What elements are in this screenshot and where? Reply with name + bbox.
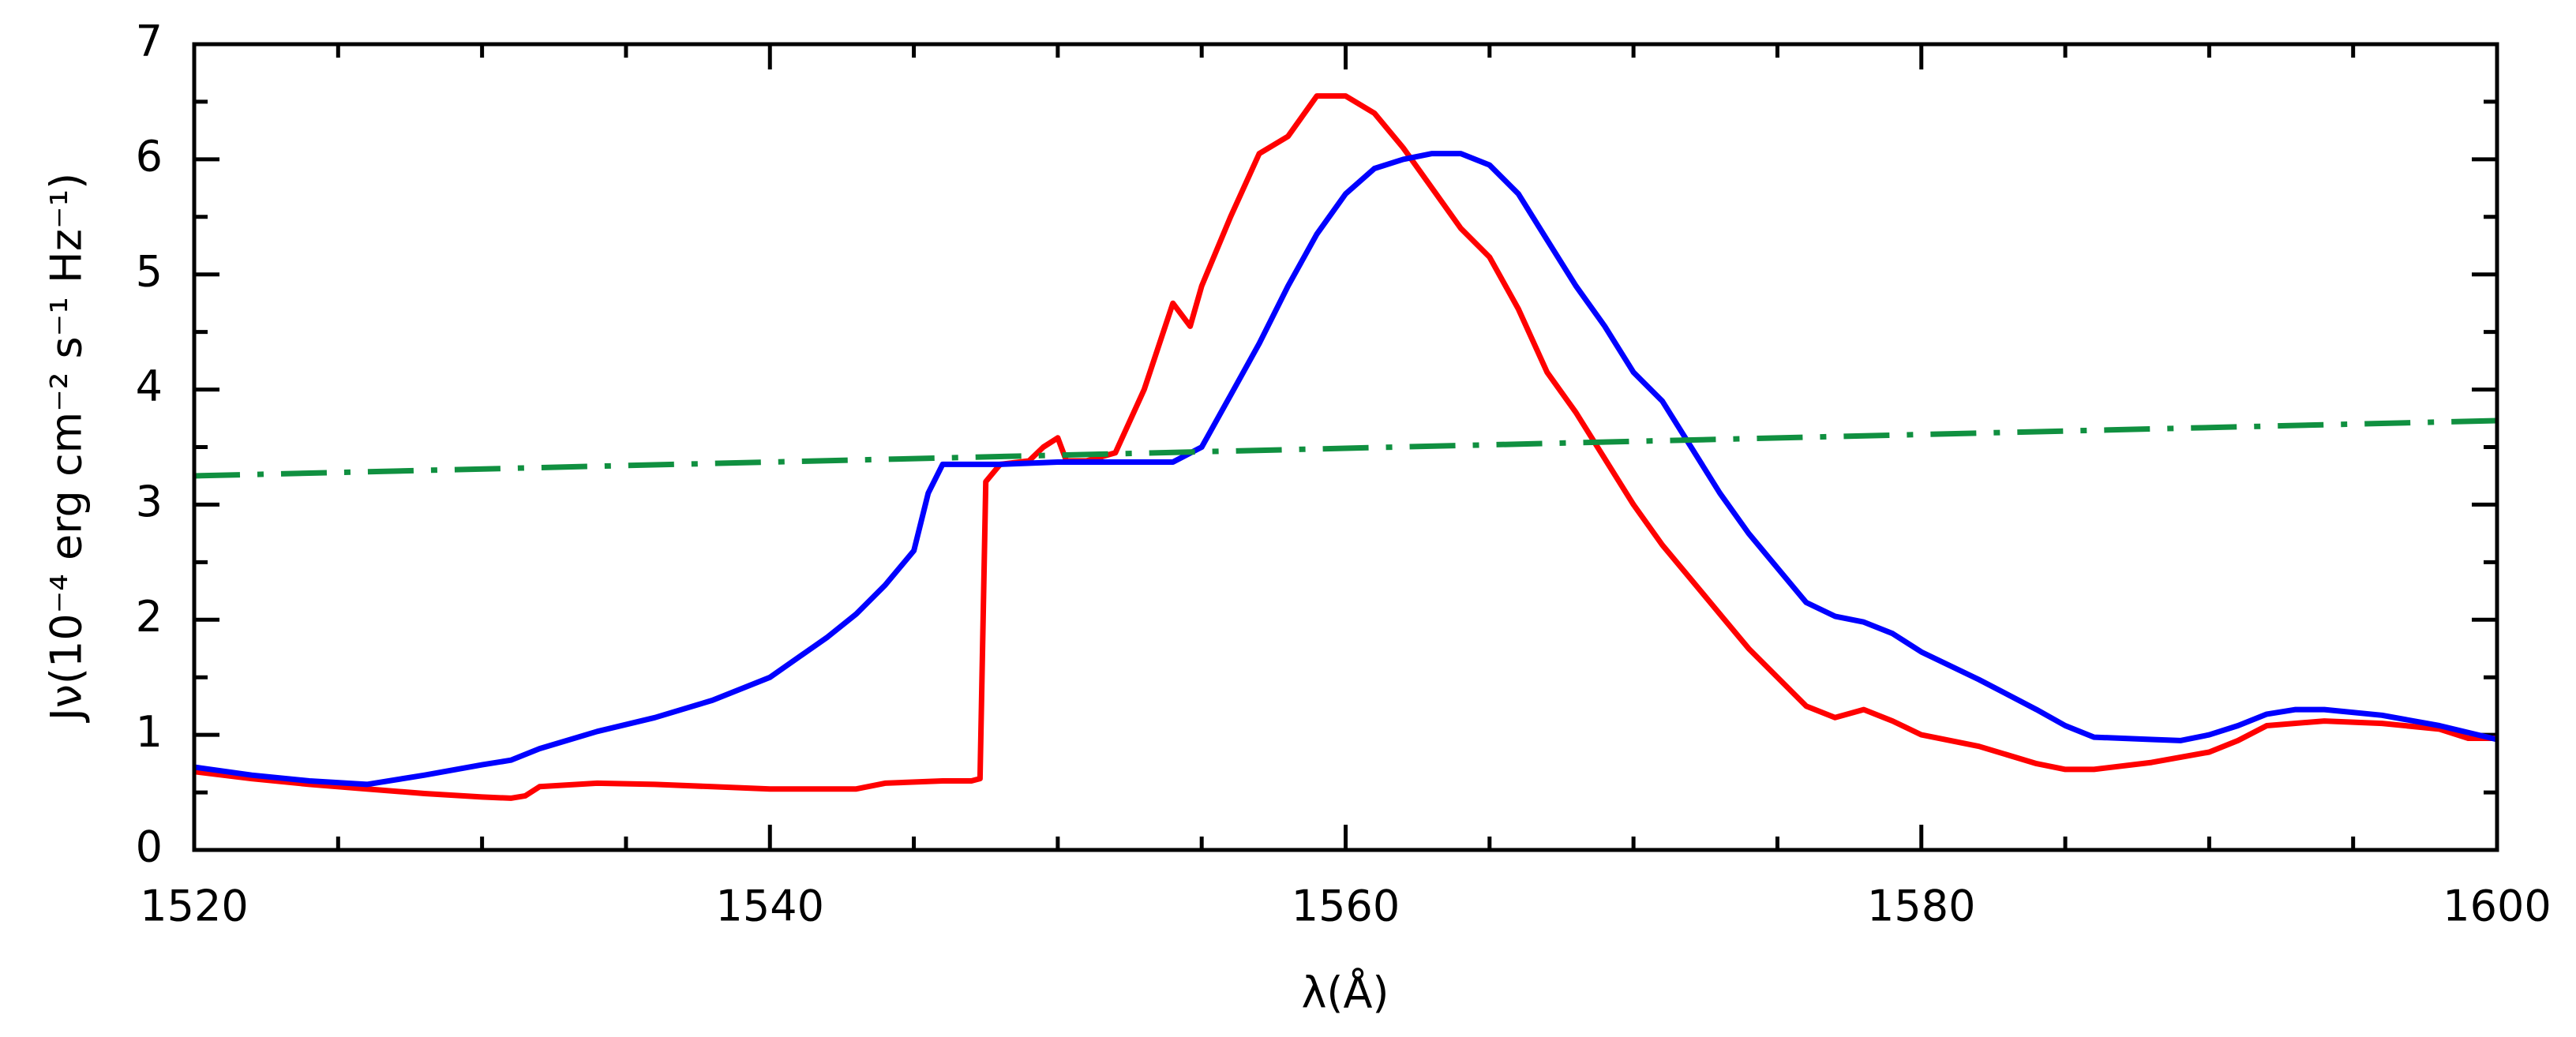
line-series (193, 151, 2498, 788)
y-tick-label: 2 (136, 592, 163, 642)
y-tick-label: 3 (136, 477, 163, 526)
y-tick-label: 4 (136, 361, 163, 411)
x-tick-label: 1600 (2443, 882, 2551, 931)
x-axis-label: λ(Å) (1301, 968, 1389, 1018)
x-tick-label: 1540 (716, 882, 824, 931)
y-axis-label: Jν(10⁻⁴ erg cm⁻² s⁻¹ Hz⁻¹) (42, 173, 92, 723)
y-tick-label: 6 (136, 131, 163, 181)
y-tick-label: 7 (136, 17, 163, 66)
x-tick-label: 1560 (1292, 882, 1400, 931)
x-tick-label: 1520 (140, 882, 248, 931)
y-tick-label: 5 (136, 246, 163, 296)
x-tick-label: 1580 (1867, 882, 1975, 931)
line-series (193, 417, 2498, 479)
plot-frame (192, 42, 2499, 852)
y-tick-label: 0 (136, 822, 163, 872)
line-series (193, 93, 2497, 801)
y-tick-label: 1 (136, 707, 163, 757)
